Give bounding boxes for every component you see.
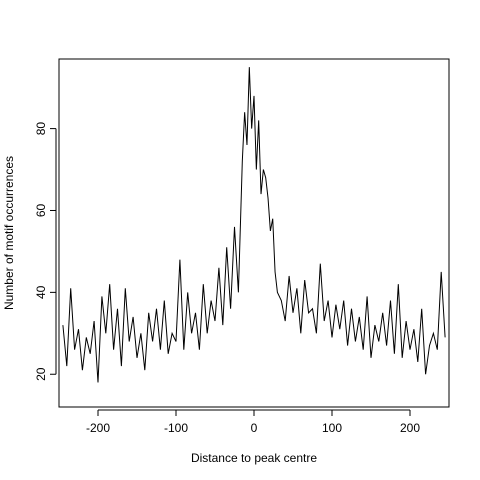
series-line [62, 67, 446, 383]
plot-area-box [58, 58, 450, 408]
x-tick-label: -200 [86, 421, 110, 435]
x-axis-label: Distance to peak centre [191, 451, 317, 465]
y-tick-label: 60 [34, 203, 48, 217]
x-tick-label: -100 [164, 421, 188, 435]
x-axis: -200 -100 0 100 200 [86, 409, 420, 435]
x-tick-label: 100 [322, 421, 342, 435]
y-tick-label: 80 [34, 122, 48, 136]
x-tick-label: 200 [400, 421, 420, 435]
y-axis-label: Number of motif occurrences [2, 156, 16, 310]
y-axis: 20 40 60 80 [34, 122, 57, 381]
y-tick-label: 40 [34, 285, 48, 299]
y-tick-label: 20 [34, 367, 48, 381]
x-tick-label: 0 [251, 421, 258, 435]
